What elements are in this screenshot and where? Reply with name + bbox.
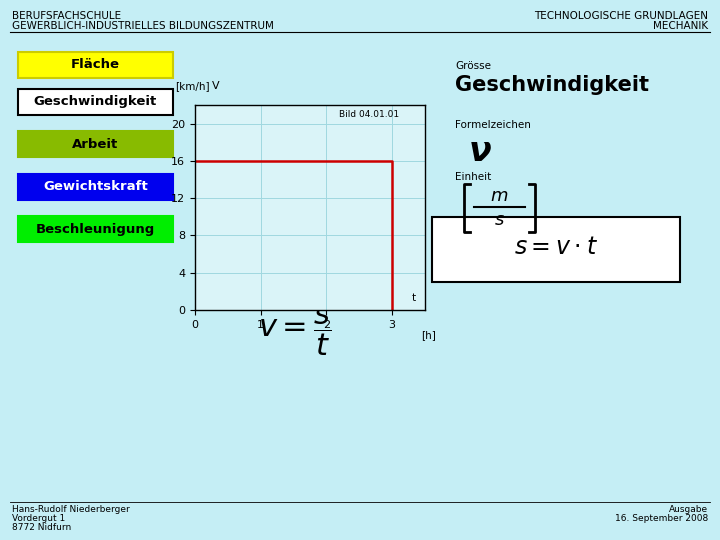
Text: Definition: Definition <box>195 225 243 235</box>
Text: Geschwindigkeit: Geschwindigkeit <box>34 96 157 109</box>
Text: 8772 Nidfurn: 8772 Nidfurn <box>12 523 71 532</box>
Text: GEWERBLICH-INDUSTRIELLES BILDUNGSZENTRUM: GEWERBLICH-INDUSTRIELLES BILDUNGSZENTRUM <box>12 21 274 31</box>
Text: Grösse: Grösse <box>455 61 491 71</box>
Text: V: V <box>212 81 219 91</box>
Text: Beschleunigung: Beschleunigung <box>36 222 155 235</box>
Text: Arbeit: Arbeit <box>73 138 119 151</box>
Text: t: t <box>412 293 416 302</box>
Text: Einheit: Einheit <box>455 172 491 182</box>
Text: $s$: $s$ <box>494 211 505 229</box>
Text: Vordergut 1: Vordergut 1 <box>12 514 66 523</box>
FancyBboxPatch shape <box>18 52 173 78</box>
Text: $v = \dfrac{s}{t}$: $v = \dfrac{s}{t}$ <box>258 305 332 357</box>
FancyBboxPatch shape <box>432 217 680 282</box>
Text: Die Geschwindigkeit ist
der Quotient aus der
Strecke und der Zeit: Die Geschwindigkeit ist der Quotient aus… <box>195 235 374 293</box>
FancyBboxPatch shape <box>18 216 173 242</box>
Text: Ausgabe: Ausgabe <box>669 505 708 514</box>
Text: Geschwindigkeit: Geschwindigkeit <box>455 75 649 95</box>
Text: Hans-Rudolf Niederberger: Hans-Rudolf Niederberger <box>12 505 130 514</box>
Text: TECHNOLOGISCHE GRUNDLAGEN: TECHNOLOGISCHE GRUNDLAGEN <box>534 11 708 21</box>
Text: [km/h]: [km/h] <box>175 81 210 91</box>
Text: $s = v \cdot t$: $s = v \cdot t$ <box>514 235 598 260</box>
FancyBboxPatch shape <box>18 89 173 115</box>
Text: Bild 04.01.01: Bild 04.01.01 <box>338 110 399 119</box>
Text: 16. September 2008: 16. September 2008 <box>615 514 708 523</box>
FancyBboxPatch shape <box>18 131 173 157</box>
Text: $m$: $m$ <box>490 187 508 205</box>
Text: Gewichtskraft: Gewichtskraft <box>43 180 148 193</box>
Text: Formelzeichen: Formelzeichen <box>455 120 531 130</box>
Text: MECHANIK: MECHANIK <box>653 21 708 31</box>
Text: BERUFSFACHSCHULE: BERUFSFACHSCHULE <box>12 11 121 21</box>
Text: [h]: [h] <box>421 330 436 341</box>
Text: $\boldsymbol{\nu}$: $\boldsymbol{\nu}$ <box>468 135 492 168</box>
Text: Fläche: Fläche <box>71 58 120 71</box>
FancyBboxPatch shape <box>18 174 173 200</box>
